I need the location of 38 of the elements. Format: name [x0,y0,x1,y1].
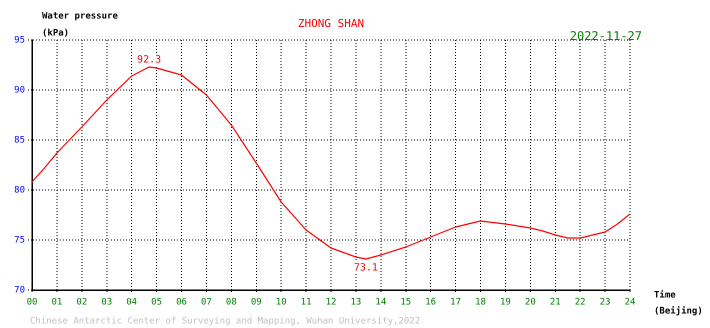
x-tick-label: 17 [450,298,462,308]
y-axis-title: Water pressure (kPa) [42,11,118,38]
x-tick-label: 18 [475,298,486,308]
y-tick-label: 85 [14,135,25,146]
x-tick-label: 24 [624,298,636,308]
x-tick-label: 11 [300,298,312,308]
y-tick-label: 75 [14,235,25,246]
x-tick-label: 12 [326,298,336,308]
x-tick-label: 14 [375,298,386,308]
x-tick-label: 10 [276,298,287,308]
x-tick-label: 21 [550,298,561,308]
x-tick-label: 19 [500,298,511,308]
x-tick-label: 02 [76,298,88,308]
chart-subtitle: 2022-11-27 [570,29,642,44]
x-tick-label: 03 [101,298,112,308]
x-tick-label: 20 [524,298,536,308]
y-tick-label: 90 [14,85,25,96]
annotation: 73.1 [354,262,378,274]
x-tick-label: 08 [226,298,237,308]
x-tick-label: 06 [176,298,187,308]
x-tick-label: 13 [350,298,362,308]
x-tick-label: 16 [425,298,436,308]
y-tick-label: 70 [14,285,25,296]
x-tick-label: 04 [126,298,138,308]
x-tick-label: 22 [574,298,586,308]
x-tick-label: 05 [151,298,162,308]
chart-title: ZHONG SHAN [298,16,364,30]
annotation: 92.3 [137,54,162,66]
text: Chinese Antarctic Center of Surveying and Mapping, Wuhan University,2022 [30,316,420,326]
y-tick-label: 80 [14,185,25,196]
x-tick-label: 00 [26,298,38,308]
x-tick-label: 15 [400,298,412,308]
x-tick-label: 07 [200,298,212,308]
y-tick-label: 95 [14,35,25,46]
x-tick-label: 09 [250,298,262,308]
x-tick-label: 01 [51,298,62,308]
x-axis-title: Time (Beijing) [654,289,703,316]
x-tick-label: 23 [600,298,611,308]
